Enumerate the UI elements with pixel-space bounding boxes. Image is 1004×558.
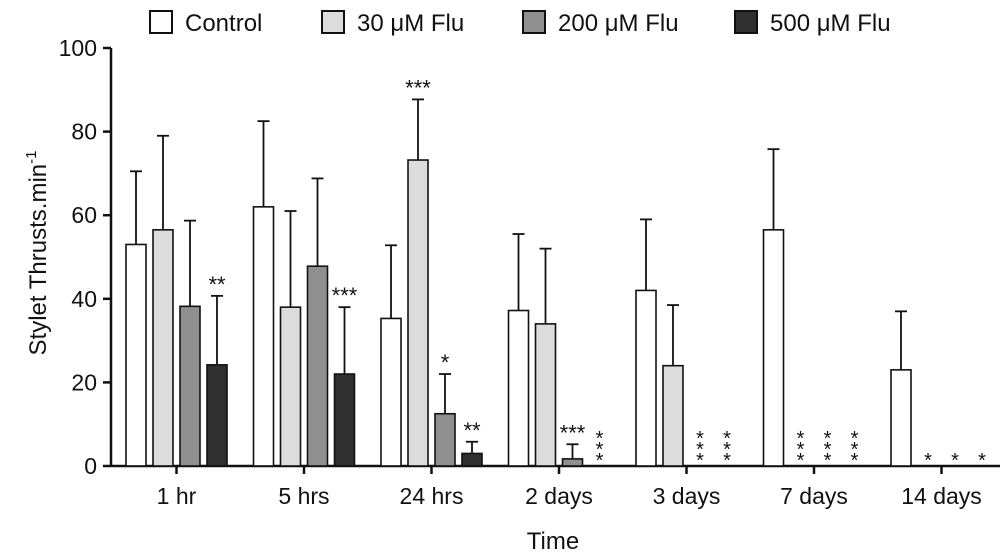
significance-mark: * [951,450,959,472]
significance-mark: ** [208,272,226,297]
bar [152,229,174,467]
x-tick-label: 5 hrs [278,483,329,509]
bar [306,265,329,467]
legend-swatch [522,10,546,34]
significance-mark: *** [824,428,832,472]
bar [380,317,402,467]
bar [561,458,584,467]
bar [206,364,228,467]
significance-mark: *** [405,75,431,100]
legend-label: 30 μM Flu [357,10,464,37]
legend-swatch [321,10,345,34]
significance-mark: *** [332,283,358,308]
x-tick-label: 2 days [525,483,593,509]
bar [252,206,275,467]
y-tick-label: 60 [71,202,97,228]
significance-mark: *** [851,428,859,472]
y-tick-label: 80 [71,119,97,145]
error-bars [130,98,907,459]
legend-label: 500 μM Flu [770,10,891,37]
significance-mark: ** [463,418,481,443]
bar [179,305,201,467]
significance-mark: * [441,350,450,375]
significance-mark: * [978,450,986,472]
bar [407,159,429,467]
bar [461,452,483,467]
legend-swatch [149,10,173,34]
significance-mark: *** [723,428,731,472]
bar [333,373,356,467]
y-tick-label: 100 [59,35,97,61]
bar [434,412,456,467]
x-tick-label: 7 days [780,483,848,509]
y-tick-label: 0 [84,453,97,479]
bar [890,369,912,467]
significance-marks: ****** ***** ****** *** ***** ********* * [208,75,986,472]
bar [125,243,147,467]
significance-mark: *** [696,428,704,472]
legend: Control 30 μM Flu 200 μM Flu 500 μM Flu [149,10,891,37]
y-tick-label: 20 [71,369,97,395]
significance-mark: *** [560,420,586,445]
significance-mark: *** [596,428,604,472]
legend-swatch [734,10,758,34]
bar [534,323,557,467]
bar [662,364,684,467]
x-tick-label: 1 hr [157,483,197,509]
y-tick-label: 40 [71,286,97,312]
y-axis-title: Stylet Thrusts.min-1 [23,151,52,356]
significance-mark: * [924,450,932,472]
bar [762,229,785,467]
x-tick-label: 24 hrs [400,483,464,509]
bar [507,309,530,467]
legend-label: Control [185,10,262,37]
x-tick-label: 14 days [901,483,982,509]
axes: 0 20 40 60 80 100 1 hr 5 hrs 24 hrs 2 days 3 days 7… [59,35,1000,509]
legend-label: 200 μM Flu [558,10,679,37]
significance-mark: *** [797,428,805,472]
bars [125,159,912,467]
x-tick-label: 3 days [653,483,721,509]
bar [635,289,657,467]
x-axis-title: Time [527,528,579,555]
bar [279,306,302,467]
